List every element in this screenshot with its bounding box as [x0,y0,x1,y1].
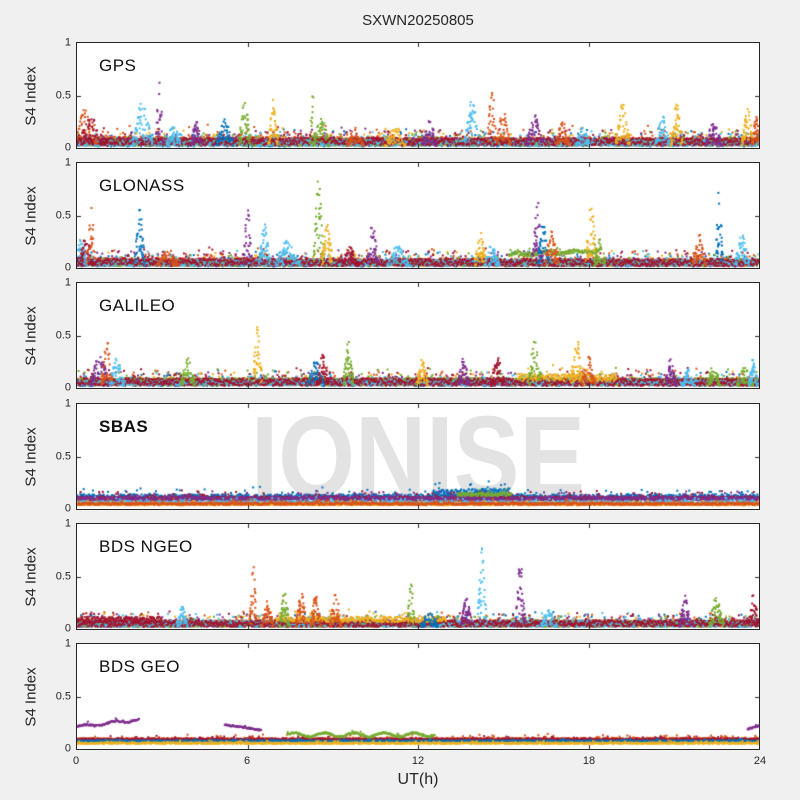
y-tick-label-05: 0.5 [55,450,71,462]
panel-gps: 1 0.5 0 S4 Index GPS [23,37,760,153]
x-axis-label: UT(h) [397,771,439,788]
y-tick-label-0: 0 [64,622,71,635]
y-axis-label: S4 Index [22,666,40,727]
y-tick-label-05: 0.5 [55,329,71,341]
y-tick-label-1: 1 [64,36,71,49]
scatter-canvas-glonass [77,163,759,268]
scatter-canvas-bds-ngeo [77,524,759,629]
scatter-canvas-gps [77,43,759,148]
y-tick-label-0: 0 [64,381,71,394]
figure-title: SXWN20250805 [362,12,474,29]
panel-label-sbas: SBAS [99,417,149,436]
y-tick-label-0: 0 [64,141,71,154]
panel-sbas: 1 0.5 0 S4 Index IONISE SBAS [23,398,760,515]
scatter-canvas-sbas [77,404,759,509]
panel-bds-ngeo: 1 0.5 0 S4 Index BDS NGEO [23,518,760,634]
x-tick-label-24: 24 [753,755,767,767]
y-tick-label-0: 0 [64,742,71,755]
y-tick-label-0: 0 [64,261,71,274]
y-axis-label: S4 Index [22,426,40,487]
scatter-canvas-bds-geo [77,644,759,749]
y-axis-label: S4 Index [22,185,40,246]
y-tick-label-05: 0.5 [55,690,71,702]
panel-label-bds-ngeo: BDS NGEO [99,537,193,556]
panel-label-bds-geo: BDS GEO [99,657,180,676]
y-tick-label-1: 1 [64,156,71,169]
panel-label-gps: GPS [99,56,137,75]
x-tick-label-12: 12 [411,755,425,767]
y-tick-label-0: 0 [64,502,71,515]
panel-glonass: 1 0.5 0 S4 Index GLONASS [23,157,760,273]
panel-bds-geo: 1 0.5 0 S4 Index BDS GEO [23,638,760,754]
y-tick-label-1: 1 [64,517,71,530]
y-tick-label-05: 0.5 [55,570,71,582]
y-tick-label-05: 0.5 [55,89,71,101]
y-tick-label-05: 0.5 [55,209,71,221]
y-tick-label-1: 1 [64,637,71,650]
panel-galileo: 1 0.5 0 S4 Index GALILEO [23,277,760,393]
scatter-canvas-galileo [77,283,759,388]
y-tick-label-1: 1 [64,397,71,410]
y-axis-label: S4 Index [22,305,40,366]
panel-label-galileo: GALILEO [99,296,176,315]
y-axis-label: S4 Index [22,546,40,607]
x-tick-label-6: 6 [243,755,251,767]
panel-label-glonass: GLONASS [99,176,185,195]
x-tick-label-0: 0 [72,755,80,767]
x-tick-label-18: 18 [582,755,596,767]
y-axis-label: S4 Index [22,65,40,126]
y-tick-label-1: 1 [64,276,71,289]
